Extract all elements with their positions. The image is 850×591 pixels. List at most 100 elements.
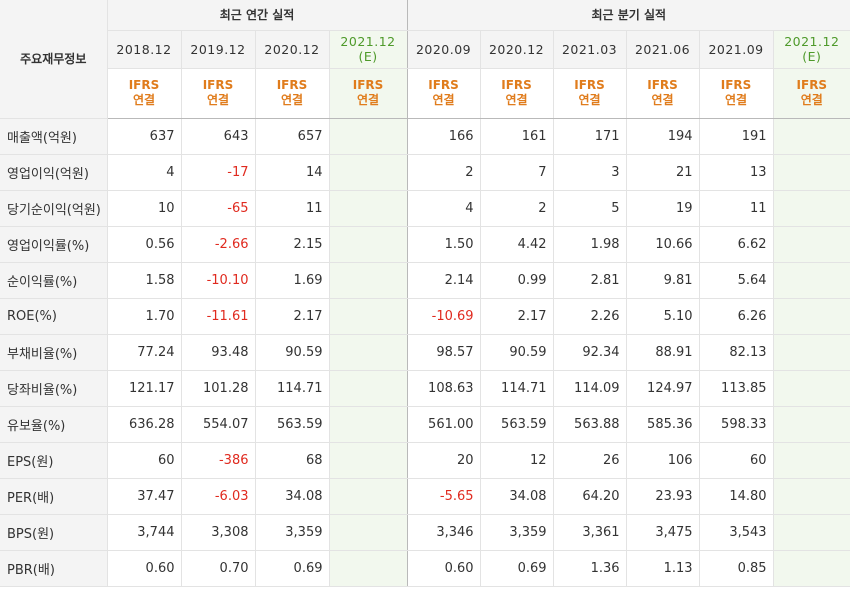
- annual-estimate-cell: [328, 262, 408, 299]
- row-label[interactable]: 영업이익(억원): [0, 154, 107, 191]
- basis-standard: IFRS: [128, 78, 160, 92]
- quarter-value-cell: 171: [552, 118, 627, 155]
- quarter-period-header[interactable]: 2021.03: [552, 30, 627, 69]
- basis-standard: IFRS: [202, 78, 234, 92]
- basis-scope: 연결: [432, 93, 455, 107]
- row-label[interactable]: BPS(원): [0, 514, 107, 551]
- row-label[interactable]: 당기순이익(억원): [0, 190, 107, 227]
- quarter-value-cell: 191: [698, 118, 774, 155]
- period-label: 2020.09: [415, 41, 472, 57]
- group-header-row: 주요재무정보 최근 연간 실적 최근 분기 실적: [0, 0, 850, 119]
- row-label[interactable]: 유보율(%): [0, 406, 107, 443]
- row-label[interactable]: 영업이익률(%): [0, 225, 107, 263]
- quarter-estimate-cell: [772, 118, 850, 155]
- quarter-period-header[interactable]: 2020.12: [479, 30, 554, 69]
- quarter-value-cell: 1.36: [552, 550, 627, 587]
- annual-value-cell: -17: [180, 154, 255, 191]
- basis-standard: IFRS: [647, 78, 678, 92]
- quarter-value-cell: 563.88: [552, 406, 627, 443]
- table-row: BPS(원) 3,744 3,308 3,359 3,346 3,359 3,361 3,47…: [0, 514, 850, 551]
- basis-standard: IFRS: [352, 78, 384, 92]
- basis-standard: IFRS: [276, 78, 308, 92]
- quarter-estimate-cell: [772, 298, 850, 335]
- annual-value-cell: 2.15: [254, 225, 329, 263]
- row-label[interactable]: 매출액(억원): [0, 118, 107, 155]
- basis-scope: 연결: [280, 93, 304, 107]
- row-label[interactable]: 당좌비율(%): [0, 370, 107, 407]
- quarter-period-header[interactable]: 2021.09: [698, 30, 774, 69]
- row-label[interactable]: 부채비율(%): [0, 333, 107, 371]
- quarter-value-cell: 108.63: [406, 370, 481, 407]
- estimate-tag: (E): [802, 49, 822, 64]
- quarter-value-cell: 0.60: [406, 550, 481, 587]
- quarter-value-cell: 2.17: [479, 298, 554, 335]
- annual-value-cell: 11: [254, 190, 329, 227]
- period-label: 2021.09: [708, 41, 764, 57]
- quarter-value-cell: 1.13: [625, 550, 700, 587]
- annual-estimate-cell: [328, 550, 408, 587]
- annual-estimate-cell: [328, 190, 408, 227]
- ifrs-basis-label: IFRS 연결: [106, 68, 181, 119]
- quarter-period-header[interactable]: 2021.06: [625, 30, 700, 69]
- quarter-value-cell: 14.80: [698, 478, 774, 515]
- quarter-value-cell: 60: [698, 441, 774, 479]
- annual-estimate-cell: [328, 154, 408, 191]
- quarter-value-cell: 2.14: [406, 262, 481, 299]
- quarter-value-cell: 114.71: [479, 370, 554, 407]
- quarter-value-cell: 2.81: [552, 262, 627, 299]
- basis-header-row: IFRS 연결 IFRS 연결 IFRS 연결 IFRS 연결 IFRS 연결 IFRS 연결 IFRS…: [0, 68, 850, 119]
- quarter-estimate-header[interactable]: 2021.12 (E): [772, 30, 850, 69]
- period-header-row: 2018.12 2019.12 2020.12 2021.12 (E) 2020.09 20…: [0, 30, 850, 69]
- table-row: 당좌비율(%) 121.17 101.28 114.71 108.63 114.71 114…: [0, 370, 850, 407]
- annual-value-cell: -386: [180, 441, 255, 479]
- annual-value-cell: 37.47: [106, 478, 181, 515]
- quarter-period-header[interactable]: 2020.09: [406, 30, 481, 69]
- row-label[interactable]: 순이익률(%): [0, 262, 107, 299]
- quarter-value-cell: 3: [552, 154, 627, 191]
- annual-group-header: 최근 연간 실적: [106, 0, 408, 31]
- row-label[interactable]: EPS(원): [0, 441, 107, 479]
- quarter-value-cell: 6.62: [698, 225, 774, 263]
- quarter-value-cell: 7: [479, 154, 554, 191]
- ifrs-basis-label: IFRS 연결: [180, 68, 255, 119]
- annual-estimate-cell: [328, 225, 408, 263]
- period-label: 2021.06: [634, 41, 691, 57]
- ifrs-basis-label: IFRS 연결: [328, 68, 408, 119]
- quarter-value-cell: 13: [698, 154, 774, 191]
- annual-period-header[interactable]: 2020.12: [254, 30, 329, 69]
- quarter-value-cell: 585.36: [625, 406, 700, 443]
- annual-period-header[interactable]: 2018.12: [106, 30, 181, 69]
- row-label[interactable]: PBR(배): [0, 550, 107, 587]
- basis-scope: 연결: [725, 93, 748, 107]
- annual-value-cell: 1.58: [106, 262, 181, 299]
- row-label[interactable]: PER(배): [0, 478, 107, 515]
- quarter-value-cell: 124.97: [625, 370, 700, 407]
- basis-scope: 연결: [651, 93, 674, 107]
- annual-value-cell: 90.59: [254, 333, 329, 371]
- annual-value-cell: 0.69: [254, 550, 329, 587]
- table-row: 영업이익률(%) 0.56 -2.66 2.15 1.50 4.42 1.98 10.66 6.…: [0, 225, 850, 263]
- quarter-value-cell: 11: [698, 190, 774, 227]
- annual-value-cell: 657: [254, 118, 329, 155]
- annual-estimate-header[interactable]: 2021.12 (E): [328, 30, 408, 69]
- quarter-value-cell: 2.26: [552, 298, 627, 335]
- quarter-value-cell: 6.26: [698, 298, 774, 335]
- quarter-value-cell: 1.50: [406, 225, 481, 263]
- row-label[interactable]: ROE(%): [0, 298, 107, 335]
- annual-period-header[interactable]: 2019.12: [180, 30, 255, 69]
- quarter-value-cell: 161: [479, 118, 554, 155]
- quarter-estimate-cell: [772, 225, 850, 263]
- quarter-value-cell: 5.10: [625, 298, 700, 335]
- quarter-value-cell: 166: [406, 118, 481, 155]
- basis-scope: 연결: [356, 93, 380, 107]
- table-row: 매출액(억원) 637 643 657 166 161 171 194 191: [0, 118, 850, 155]
- quarter-group-header: 최근 분기 실적: [406, 0, 850, 31]
- annual-value-cell: 77.24: [106, 333, 181, 371]
- quarter-value-cell: 114.09: [552, 370, 627, 407]
- quarter-value-cell: -5.65: [406, 478, 481, 515]
- quarter-estimate-cell: [772, 441, 850, 479]
- table-row: 유보율(%) 636.28 554.07 563.59 561.00 563.59 563.…: [0, 406, 850, 443]
- annual-value-cell: -11.61: [180, 298, 255, 335]
- annual-value-cell: 3,359: [254, 514, 329, 551]
- annual-value-cell: 637: [106, 118, 181, 155]
